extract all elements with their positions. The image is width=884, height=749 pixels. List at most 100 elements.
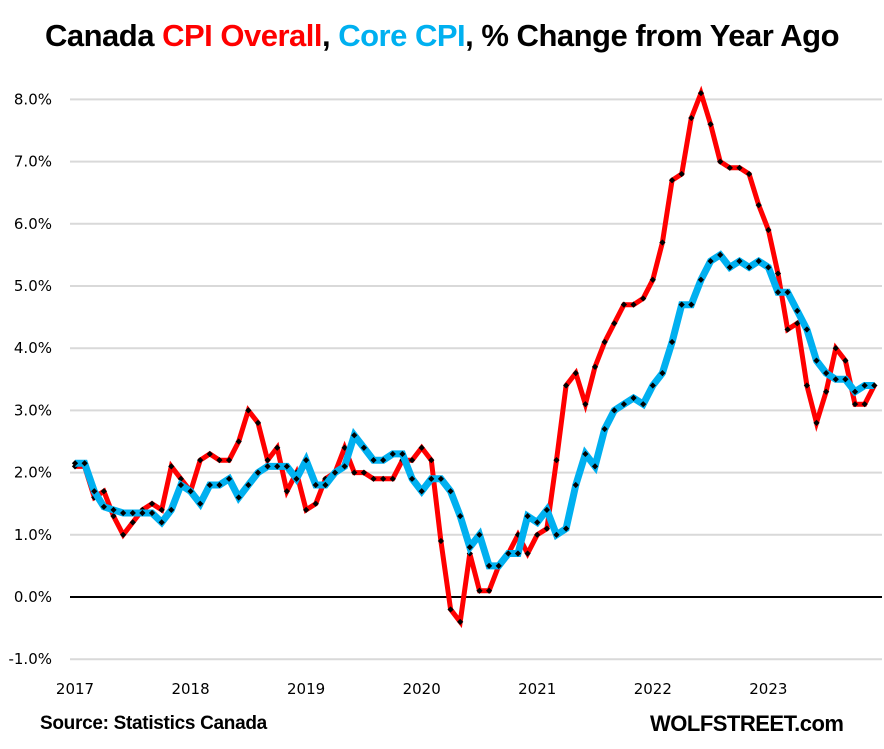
y-tick-label: 8.0% [14, 90, 52, 108]
data-point-marker [303, 506, 310, 514]
data-point-marker [437, 475, 445, 482]
x-tick-label: 2017 [56, 680, 94, 698]
data-point-marker [418, 444, 425, 451]
data-point-marker [312, 481, 319, 489]
y-tick-label: -1.0% [8, 650, 52, 668]
data-point-marker [389, 450, 396, 458]
data-point-marker [457, 513, 464, 520]
data-point-marker [842, 376, 849, 383]
x-axis-ticks: 2017 2018 2019 2020 2021 2022 2023 [56, 680, 788, 698]
data-point-marker [264, 463, 271, 470]
data-point-marker [341, 444, 348, 451]
data-point-marker [408, 475, 416, 482]
data-point-marker [851, 388, 859, 395]
data-point-marker [447, 606, 454, 613]
y-tick-label: 4.0% [14, 339, 52, 357]
data-point-marker [437, 537, 445, 545]
data-point-marker [745, 264, 753, 271]
data-point-marker [408, 457, 416, 464]
data-point-marker [206, 481, 213, 489]
data-point-marker [505, 550, 512, 557]
data-point-marker [447, 488, 454, 495]
data-point-marker [370, 475, 377, 482]
data-point-marker [563, 525, 570, 532]
data-point-marker [543, 525, 550, 532]
data-point-marker [235, 438, 242, 445]
data-point-marker [871, 382, 878, 389]
data-point-marker [139, 509, 146, 517]
data-point-marker [399, 450, 406, 458]
data-point-marker [206, 450, 213, 458]
data-point-marker [649, 382, 656, 389]
data-point-marker [861, 382, 868, 389]
data-point-marker [861, 401, 868, 408]
data-point-marker [534, 519, 541, 526]
y-tick-label: 5.0% [14, 277, 52, 295]
data-point-marker [717, 251, 724, 259]
x-tick-label: 2023 [749, 680, 787, 698]
data-point-marker [582, 401, 589, 408]
data-point-marker [129, 509, 136, 517]
data-point-marker [591, 363, 599, 370]
data-point-marker [360, 469, 368, 476]
data-point-marker [823, 369, 830, 377]
data-point-marker [351, 469, 358, 476]
title-part-sep: , [322, 18, 339, 53]
data-point-marker [264, 457, 271, 464]
y-axis-ticks: -1.0% 0.0% 1.0% 2.0% 3.0% 4.0% 5.0% 6.0% 7.0% 8.0… [8, 90, 52, 668]
data-point-marker [380, 475, 387, 482]
data-point-marker [736, 258, 743, 265]
series-core-cpi [71, 250, 878, 570]
title-part-core-cpi: Core CPI [338, 18, 466, 53]
data-point-marker [563, 382, 570, 389]
data-point-marker [331, 469, 339, 476]
y-tick-label: 1.0% [14, 526, 52, 544]
data-point-marker [293, 475, 300, 482]
x-tick-label: 2018 [171, 680, 209, 698]
data-point-marker [659, 369, 666, 377]
data-point-marker [630, 394, 637, 402]
y-tick-label: 7.0% [14, 153, 52, 171]
gridlines [70, 98, 882, 661]
data-point-marker [274, 444, 281, 451]
series-cpi-overall [71, 85, 878, 629]
data-point-marker [389, 475, 396, 482]
data-point-marker [312, 500, 319, 507]
data-point-marker [457, 618, 464, 625]
data-point-marker [813, 419, 820, 426]
data-point-marker [148, 509, 156, 517]
data-point-marker [851, 401, 859, 408]
data-point-marker [524, 513, 531, 520]
chart-title: Canada CPI Overall, Core CPI, % Change f… [0, 18, 884, 54]
source-note: Source: Statistics Canada [40, 713, 267, 734]
data-point-marker [765, 264, 772, 271]
x-tick-label: 2019 [287, 680, 325, 698]
data-point-marker [640, 401, 647, 408]
data-point-marker [418, 488, 425, 495]
brand-label: WOLFSTREET.com [650, 711, 844, 736]
data-point-marker [283, 488, 290, 495]
data-point-marker [611, 407, 618, 414]
y-tick-label: 2.0% [14, 464, 52, 482]
data-point-marker [572, 369, 579, 377]
data-point-marker [120, 509, 127, 517]
y-tick-label: 0.0% [14, 588, 52, 606]
title-part-cpi-overall: CPI Overall [162, 18, 322, 53]
data-point-marker [495, 562, 502, 570]
data-point-marker [553, 531, 560, 538]
x-tick-label: 2020 [403, 680, 441, 698]
data-point-marker [370, 457, 377, 464]
data-point-marker [755, 258, 762, 265]
data-point-marker [620, 401, 628, 408]
data-point-marker [274, 463, 281, 470]
data-point-marker [303, 457, 310, 464]
data-point-marker [803, 382, 810, 389]
data-point-marker [235, 494, 242, 501]
data-point-marker [428, 457, 435, 464]
data-point-marker [322, 481, 329, 489]
data-point-marker [341, 463, 348, 470]
x-tick-label: 2021 [518, 680, 556, 698]
y-tick-label: 6.0% [14, 215, 52, 233]
data-point-marker [360, 444, 368, 451]
